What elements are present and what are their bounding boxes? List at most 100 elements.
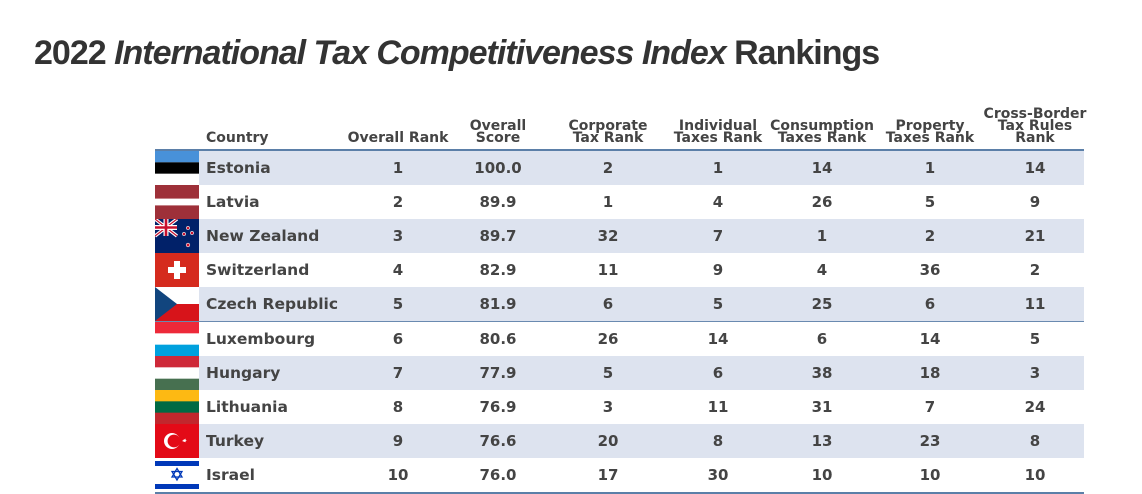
cell-individual: 4 [712,193,724,211]
czech-republic-flag-icon [155,287,199,321]
cell-overall-score: 89.7 [479,227,517,245]
cell-individual: 7 [712,227,724,245]
cell-consumption: 26 [811,193,833,211]
cell-overall-score: 76.0 [479,466,517,484]
cell-individual: 30 [707,466,729,484]
table-row: Israel 10 76.0 17 30 10 10 10 [155,458,1084,494]
column-header-country: Country [206,108,356,145]
page-title: 2022 International Tax Competitiveness I… [34,34,880,73]
latvia-flag-icon [155,185,199,219]
column-header-individual: Individual Taxes Rank [658,108,778,146]
cell-country: Lithuania [206,398,288,416]
cell-overall-score: 76.9 [479,398,517,416]
cell-consumption: 14 [811,159,833,177]
column-header-overall-score: Overall Score [458,108,538,145]
column-header-consumption: Consumption Taxes Rank [762,108,882,146]
cell-corporate: 20 [597,432,619,450]
cell-property: 10 [919,466,941,484]
cell-corporate: 3 [602,398,614,416]
cell-overall-rank: 4 [392,261,404,279]
cell-consumption: 10 [811,466,833,484]
cell-individual: 6 [712,364,724,382]
israel-flag-icon [155,458,199,492]
cell-consumption: 25 [811,295,833,313]
cell-cross-border: 9 [1029,193,1041,211]
column-header-line: Taxes Rank [673,130,763,146]
switzerland-flag-icon [155,253,199,287]
cell-cross-border: 21 [1024,227,1046,245]
table-row: Hungary 7 77.9 5 6 38 18 3 [155,356,1084,390]
cell-overall-score: 89.9 [479,193,517,211]
cell-individual: 9 [712,261,724,279]
cell-corporate: 26 [597,330,619,348]
cell-individual: 1 [712,159,724,177]
luxembourg-flag-icon [155,322,199,356]
cell-cross-border: 2 [1029,261,1041,279]
cell-overall-score: 77.9 [479,364,517,382]
cell-consumption: 6 [816,330,828,348]
cell-corporate: 6 [602,295,614,313]
czech-republic-flag-icon [155,287,199,321]
cell-overall-rank: 1 [392,159,404,177]
cell-overall-score: 81.9 [479,295,517,313]
new-zealand-flag-icon [155,219,199,253]
cell-corporate: 5 [602,364,614,382]
table-row: Luxembourg 6 80.6 26 14 6 14 5 [155,321,1084,356]
table-body: Estonia 1 100.0 2 1 14 1 14 Latvia 2 89.9 1 4 26 5 9 New… [155,151,1084,494]
cell-property: 5 [924,193,936,211]
cell-corporate: 32 [597,227,619,245]
column-header-cross-border: Cross-Border Tax Rules Rank [970,106,1100,145]
column-header-line: Consumption [770,118,874,134]
cell-property: 6 [924,295,936,313]
column-header-line: Tax Rank [572,130,644,146]
cell-consumption: 1 [816,227,828,245]
title-index-name: International Tax Competitiveness Index [114,34,727,72]
cell-individual: 14 [707,330,729,348]
cell-overall-rank: 6 [392,330,404,348]
cell-individual: 5 [712,295,724,313]
cell-country: Czech Republic [206,295,339,313]
cell-property: 14 [919,330,941,348]
cell-cross-border: 11 [1024,295,1046,313]
rankings-table: Country Overall Rank Overall Score Corporate… [155,92,1086,494]
cell-corporate: 1 [602,193,614,211]
new-zealand-flag-icon [155,219,199,253]
title-year: 2022 [34,34,107,72]
cell-country: Israel [206,466,255,484]
column-header-line [338,108,458,120]
cell-overall-rank: 8 [392,398,404,416]
cell-corporate: 11 [597,261,619,279]
cell-cross-border: 3 [1029,364,1041,382]
hungary-flag-icon [155,356,199,390]
column-header-corporate: Corporate Tax Rank [548,108,668,146]
cell-consumption: 31 [811,398,833,416]
cell-overall-score: 82.9 [479,261,517,279]
column-header-line: Cross-Border [983,106,1087,122]
lithuania-flag-icon [155,390,199,424]
cell-overall-score: 100.0 [474,159,522,177]
column-header-line: Overall [469,118,527,134]
lithuania-flag-icon [155,390,199,424]
cell-consumption: 13 [811,432,833,450]
cell-overall-rank: 7 [392,364,404,382]
table-row: Turkey 9 76.6 20 8 13 23 8 [155,424,1084,458]
cell-country: Estonia [206,159,271,177]
column-header-line: Property [895,118,965,134]
cell-consumption: 4 [816,261,828,279]
table-row: Latvia 2 89.9 1 4 26 5 9 [155,185,1084,219]
column-header-line: Corporate [568,118,648,134]
column-header-line: Taxes Rank [777,130,867,146]
cell-country: New Zealand [206,227,320,245]
cell-overall-rank: 9 [392,432,404,450]
cell-overall-rank: 3 [392,227,404,245]
estonia-flag-icon [155,151,199,185]
cell-corporate: 17 [597,466,619,484]
cell-property: 1 [924,159,936,177]
israel-flag-icon [155,458,199,492]
switzerland-flag-icon [155,253,199,287]
cell-cross-border: 5 [1029,330,1041,348]
table-header: Country Overall Rank Overall Score Corporate… [155,92,1086,151]
cell-overall-rank: 10 [387,466,409,484]
column-header-line: Individual [678,118,758,134]
table-row: Estonia 1 100.0 2 1 14 1 14 [155,151,1084,185]
